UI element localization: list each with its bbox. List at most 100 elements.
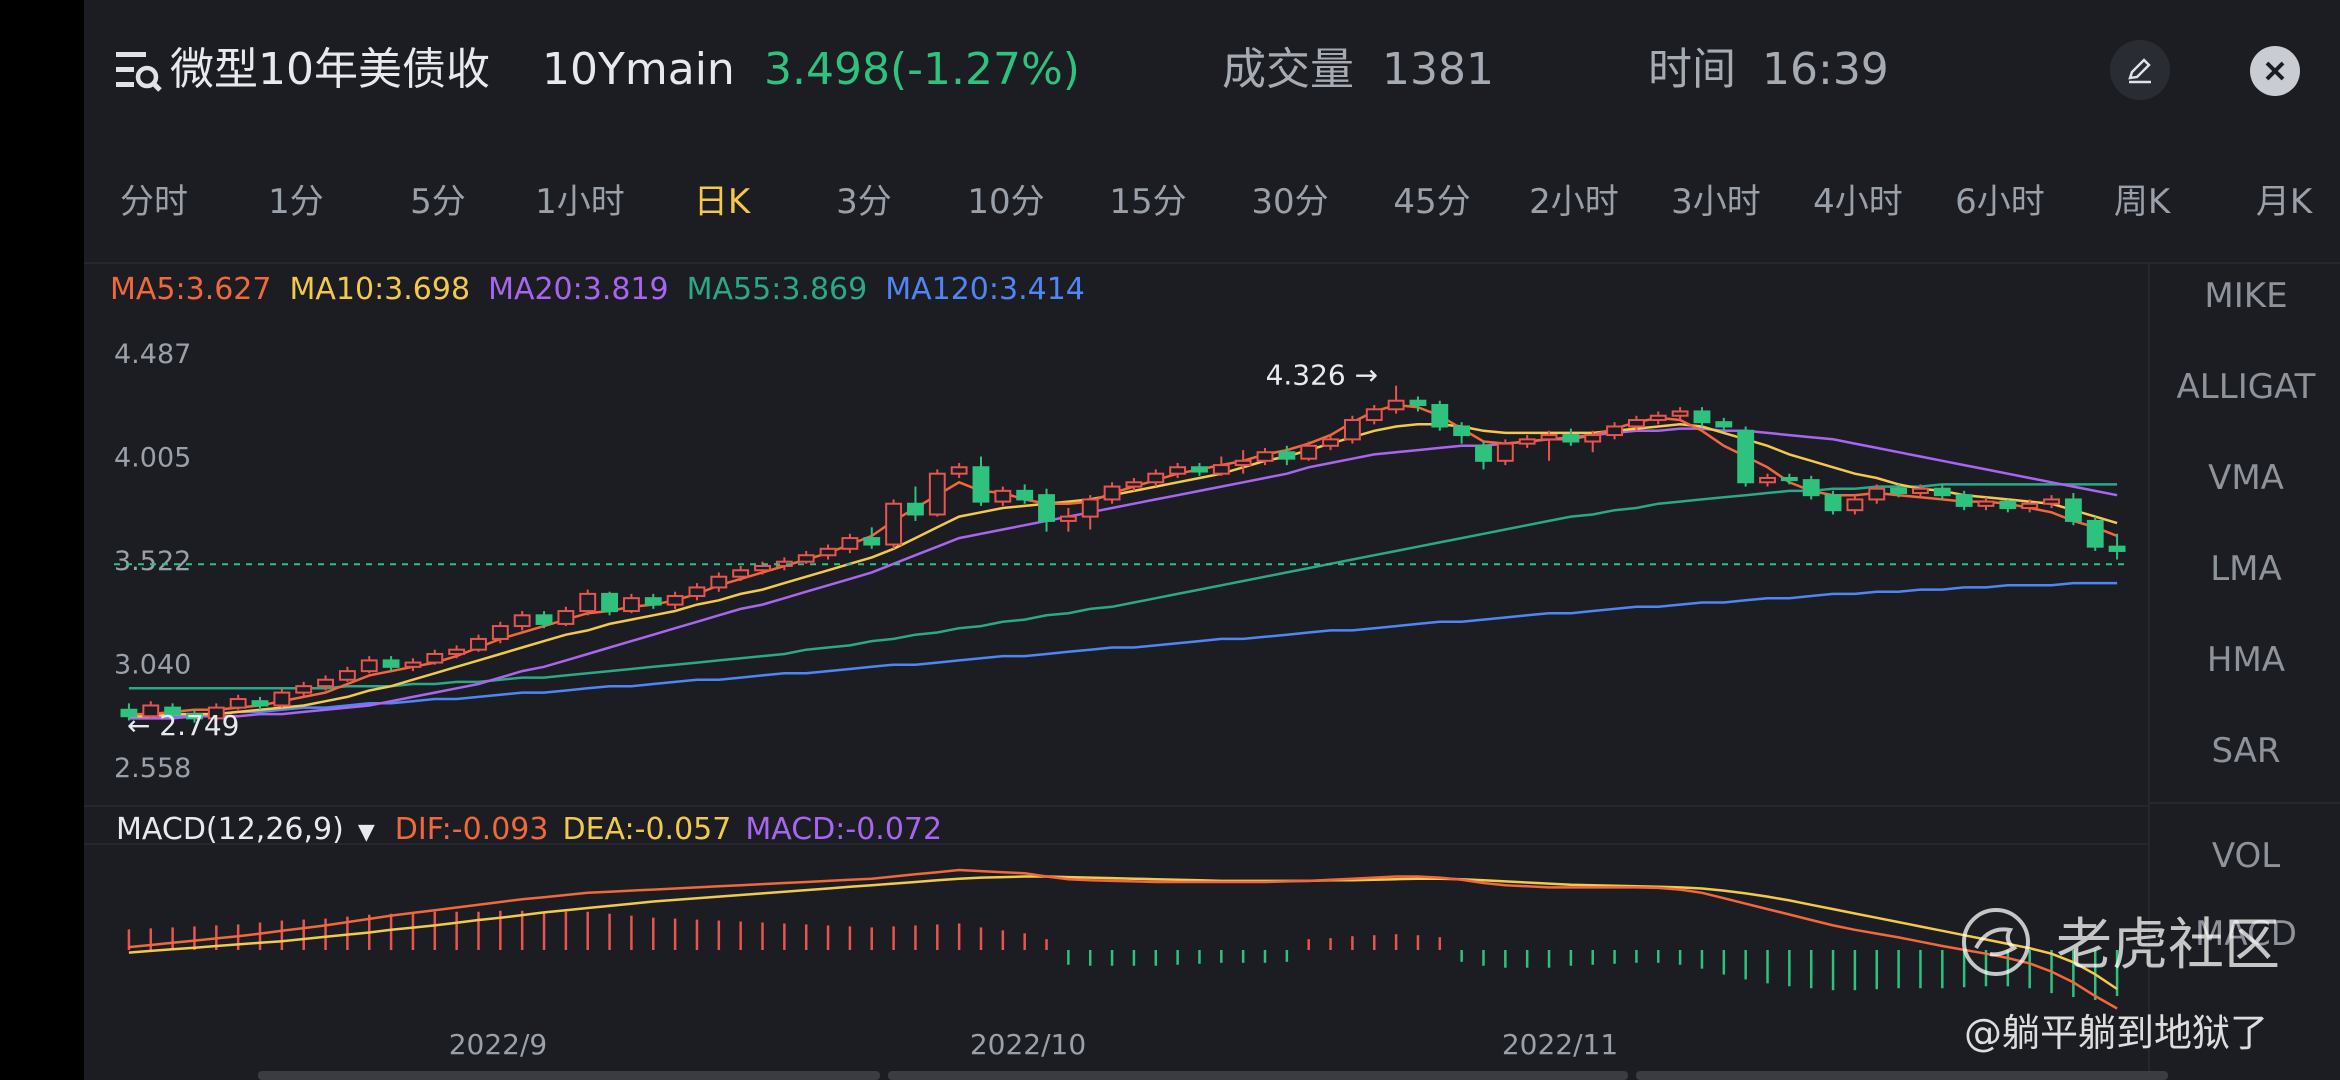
tab-period[interactable]: 6小时 bbox=[1955, 182, 2045, 222]
period-tabs: 分时 1分 5分 1小时 日K 3分 10分 15分 30分 45分 2小时 3小时 4小时 6小时 周K 月… bbox=[84, 160, 2340, 244]
candle-body bbox=[491, 625, 509, 640]
candle-body bbox=[1627, 419, 1645, 428]
indicator-option[interactable]: VOL bbox=[2211, 836, 2281, 876]
y-tick-label: 3.040 bbox=[114, 650, 191, 681]
volume-label: 成交量 bbox=[1222, 44, 1354, 95]
indicator-option[interactable]: ALLIGAT bbox=[2176, 367, 2316, 407]
candle-body bbox=[1475, 444, 1492, 462]
candle-body bbox=[470, 637, 487, 651]
candle-body bbox=[1693, 410, 1711, 424]
candle-body bbox=[404, 661, 422, 668]
instrument-title[interactable]: 微型10年美债收 bbox=[170, 44, 490, 95]
close-button[interactable] bbox=[2250, 46, 2300, 96]
candle-body bbox=[1737, 429, 1755, 484]
tab-period[interactable]: 45分 bbox=[1393, 182, 1471, 222]
candle-body bbox=[1431, 404, 1449, 428]
tab-period[interactable]: 3小时 bbox=[1671, 182, 1761, 222]
edit-button[interactable] bbox=[2110, 40, 2170, 100]
candle-body bbox=[994, 489, 1012, 503]
indicator-option[interactable]: HMA bbox=[2206, 640, 2286, 680]
candle-body bbox=[579, 592, 597, 613]
scrollbar-segment[interactable] bbox=[888, 1071, 1628, 1080]
x-tick-label: 2022/9 bbox=[449, 1028, 548, 1061]
candle-body bbox=[1780, 476, 1798, 482]
scrollbar-segment[interactable] bbox=[1636, 1071, 2168, 1080]
y-tick-label: 2.558 bbox=[114, 753, 191, 784]
indicator-option[interactable]: SAR bbox=[2211, 731, 2281, 771]
candle-body bbox=[1016, 489, 1034, 501]
candle-body bbox=[1169, 466, 1187, 475]
candle-body bbox=[1846, 498, 1864, 512]
candle-body bbox=[1824, 494, 1842, 512]
candle-body bbox=[1059, 515, 1077, 522]
candle-body bbox=[1715, 421, 1733, 428]
indicator-option[interactable]: LMA bbox=[2210, 549, 2282, 589]
candle-body bbox=[644, 597, 662, 606]
tab-period[interactable]: 5分 bbox=[410, 182, 466, 222]
divider bbox=[84, 262, 2340, 264]
tab-period[interactable]: 周K bbox=[2113, 182, 2171, 222]
macd-title[interactable]: MACD(12,26,9) bbox=[116, 812, 344, 847]
candle-body bbox=[295, 685, 313, 694]
tab-period[interactable]: 10分 bbox=[967, 182, 1045, 222]
candle-body bbox=[841, 537, 859, 550]
ma-legend-item: MA20:3.819 bbox=[488, 272, 669, 307]
list-search-icon[interactable] bbox=[114, 48, 164, 94]
tab-period[interactable]: 日K bbox=[693, 182, 751, 222]
candle-body bbox=[1649, 414, 1667, 422]
candle-body bbox=[950, 466, 968, 475]
tab-period[interactable]: 月K bbox=[2255, 182, 2313, 222]
candle-body bbox=[972, 466, 990, 503]
indicator-option[interactable]: MACD bbox=[2195, 914, 2297, 954]
high-marker-label: 4.326 → bbox=[1266, 359, 1379, 392]
indicator-option[interactable]: MIKE bbox=[2204, 276, 2288, 316]
tiger-logo-icon bbox=[1962, 908, 2030, 976]
candle-body bbox=[2086, 519, 2104, 548]
candle-body bbox=[1933, 487, 1951, 497]
candle-body bbox=[1999, 500, 2017, 510]
candle-body bbox=[1256, 451, 1274, 462]
tab-period[interactable]: 1小时 bbox=[535, 182, 625, 222]
x-tick-label: 2022/10 bbox=[970, 1028, 1086, 1061]
ma-legend-item: MA120:3.414 bbox=[885, 272, 1085, 307]
candle-body bbox=[164, 706, 182, 716]
candle-body bbox=[2108, 545, 2126, 552]
candle-body bbox=[863, 537, 881, 546]
kline-chart[interactable]: 4.487 4.005 3.522 3.040 2.558 4.326 → ← 2.749 2… bbox=[84, 262, 2148, 1080]
tab-period[interactable]: 30分 bbox=[1251, 182, 1329, 222]
tab-period[interactable]: 3分 bbox=[836, 182, 892, 222]
macd-legend: MACD(12,26,9) ▼ DIF:-0.093 DEA:-0.057 MACD:-… bbox=[116, 812, 970, 847]
ma-line-ma55 bbox=[128, 483, 2118, 690]
tab-period[interactable]: 1分 bbox=[268, 182, 324, 222]
header: 微型10年美债收 10Ymain 3.498(-1.27%) 成交量 1381 … bbox=[84, 0, 2340, 140]
candle-body bbox=[426, 652, 444, 664]
candle-body bbox=[186, 713, 203, 720]
candle-body bbox=[382, 659, 400, 668]
edit-icon bbox=[2128, 58, 2151, 84]
candle-body bbox=[732, 569, 750, 578]
candle-body bbox=[819, 547, 837, 557]
tab-period[interactable]: 15分 bbox=[1109, 182, 1187, 222]
y-tick-label: 4.005 bbox=[114, 442, 191, 473]
candle-body bbox=[1802, 479, 1820, 497]
candle-body bbox=[1540, 434, 1558, 441]
candle-body bbox=[1365, 408, 1383, 422]
scrollbar-segment[interactable] bbox=[258, 1071, 880, 1080]
candle-body bbox=[207, 706, 225, 720]
indicator-option[interactable]: VMA bbox=[2208, 458, 2284, 498]
macd-dropdown-icon[interactable]: ▼ bbox=[357, 820, 375, 845]
macd-legend-item: MACD:-0.072 bbox=[745, 812, 943, 847]
candle-body bbox=[710, 575, 728, 589]
tab-period[interactable]: 2小时 bbox=[1529, 182, 1619, 222]
candle-body bbox=[142, 704, 160, 718]
candle-body bbox=[1300, 444, 1318, 460]
candle-body bbox=[1038, 494, 1055, 522]
tab-period[interactable]: 分时 bbox=[120, 182, 188, 222]
tab-period[interactable]: 4小时 bbox=[1813, 182, 1903, 222]
ma-legend: MA5:3.627 MA10:3.698 MA20:3.819 MA55:3.869 M… bbox=[110, 272, 1103, 307]
candle-body bbox=[1125, 481, 1143, 488]
y-tick-label: 4.487 bbox=[114, 339, 191, 370]
candle-body bbox=[513, 614, 531, 628]
volume-value: 1381 bbox=[1382, 44, 1494, 95]
candle-body bbox=[1606, 425, 1624, 437]
